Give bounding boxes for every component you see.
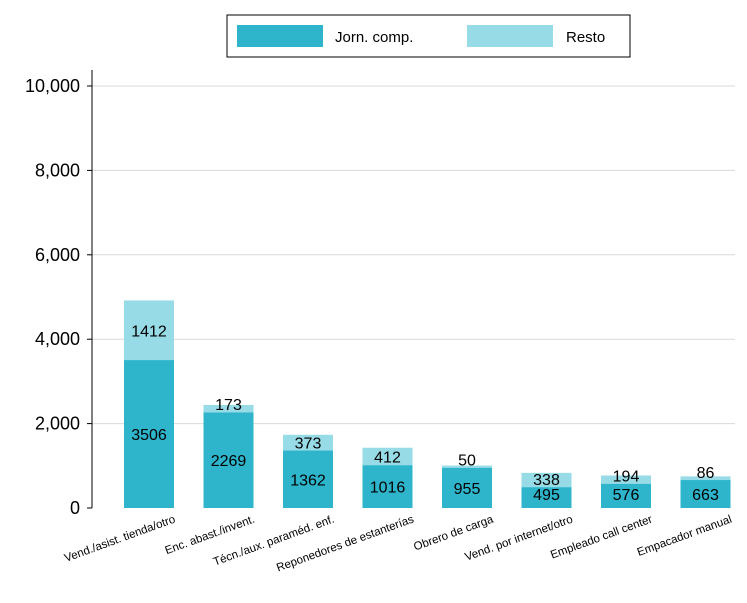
legend-swatch-resto	[467, 25, 553, 47]
legend: Jorn. comp. Resto	[226, 14, 631, 58]
bar-jorn-comp	[601, 483, 651, 508]
bar-resto	[521, 472, 572, 488]
y-tick-labels: 0 2,000 4,000 6,000 8,000 10,000	[25, 76, 92, 518]
bar-value-label: 194	[613, 469, 640, 486]
x-tick-label: Vend./asist. tienda/otro	[63, 514, 177, 565]
grid-lines	[92, 85, 735, 425]
bar-resto	[362, 447, 413, 466]
bar-value-label: 495	[533, 487, 560, 504]
legend-label-resto: Resto	[566, 29, 605, 46]
bar-jorn-comp	[362, 465, 413, 508]
bar-value-label: 1412	[131, 323, 167, 340]
legend-swatch-jorn-comp	[237, 25, 323, 47]
bar-value-label: 412	[374, 449, 401, 466]
y-tick-label: 10,000	[25, 76, 80, 96]
bar-resto	[680, 476, 731, 481]
bar-jorn-comp	[521, 487, 572, 508]
bar-value-label: 50	[458, 453, 476, 470]
bar-value-label: 1362	[290, 472, 326, 489]
bar-resto	[283, 434, 333, 451]
bar-value-label: 373	[295, 436, 322, 453]
bar-resto	[203, 404, 254, 413]
bar-jorn-comp	[680, 480, 731, 508]
bar-value-label: 338	[533, 472, 560, 489]
x-tick-label: Reponedores de estanterías	[275, 513, 416, 574]
bar-value-label: 955	[454, 481, 481, 498]
bar-value-label: 1016	[370, 480, 406, 497]
y-tick-label: 2,000	[35, 414, 80, 434]
bar-value-label: 86	[697, 465, 715, 482]
bar-resto	[124, 300, 174, 361]
bar-value-label: 576	[613, 487, 640, 504]
bar-jorn-comp	[124, 360, 174, 508]
legend-label-jorn-comp: Jorn. comp.	[335, 29, 413, 46]
bar-jorn-comp	[283, 450, 333, 508]
y-tick-label: 4,000	[35, 329, 80, 349]
bar-value-label: 173	[215, 397, 242, 414]
bar-value-label: 3506	[131, 427, 167, 444]
bars: 3506 1412 2269 173 1362 373 1016 412 955 50 495338…	[124, 300, 731, 508]
bar-jorn-comp	[442, 467, 492, 508]
bar-resto	[601, 475, 651, 484]
bar-value-label: 663	[692, 487, 719, 504]
bar-value-label: 2269	[211, 453, 247, 470]
bar-resto	[442, 465, 492, 468]
y-tick-label: 6,000	[35, 245, 80, 265]
y-tick-label: 8,000	[35, 160, 80, 180]
y-tick-label: 0	[70, 498, 80, 518]
bar-jorn-comp	[203, 412, 254, 508]
